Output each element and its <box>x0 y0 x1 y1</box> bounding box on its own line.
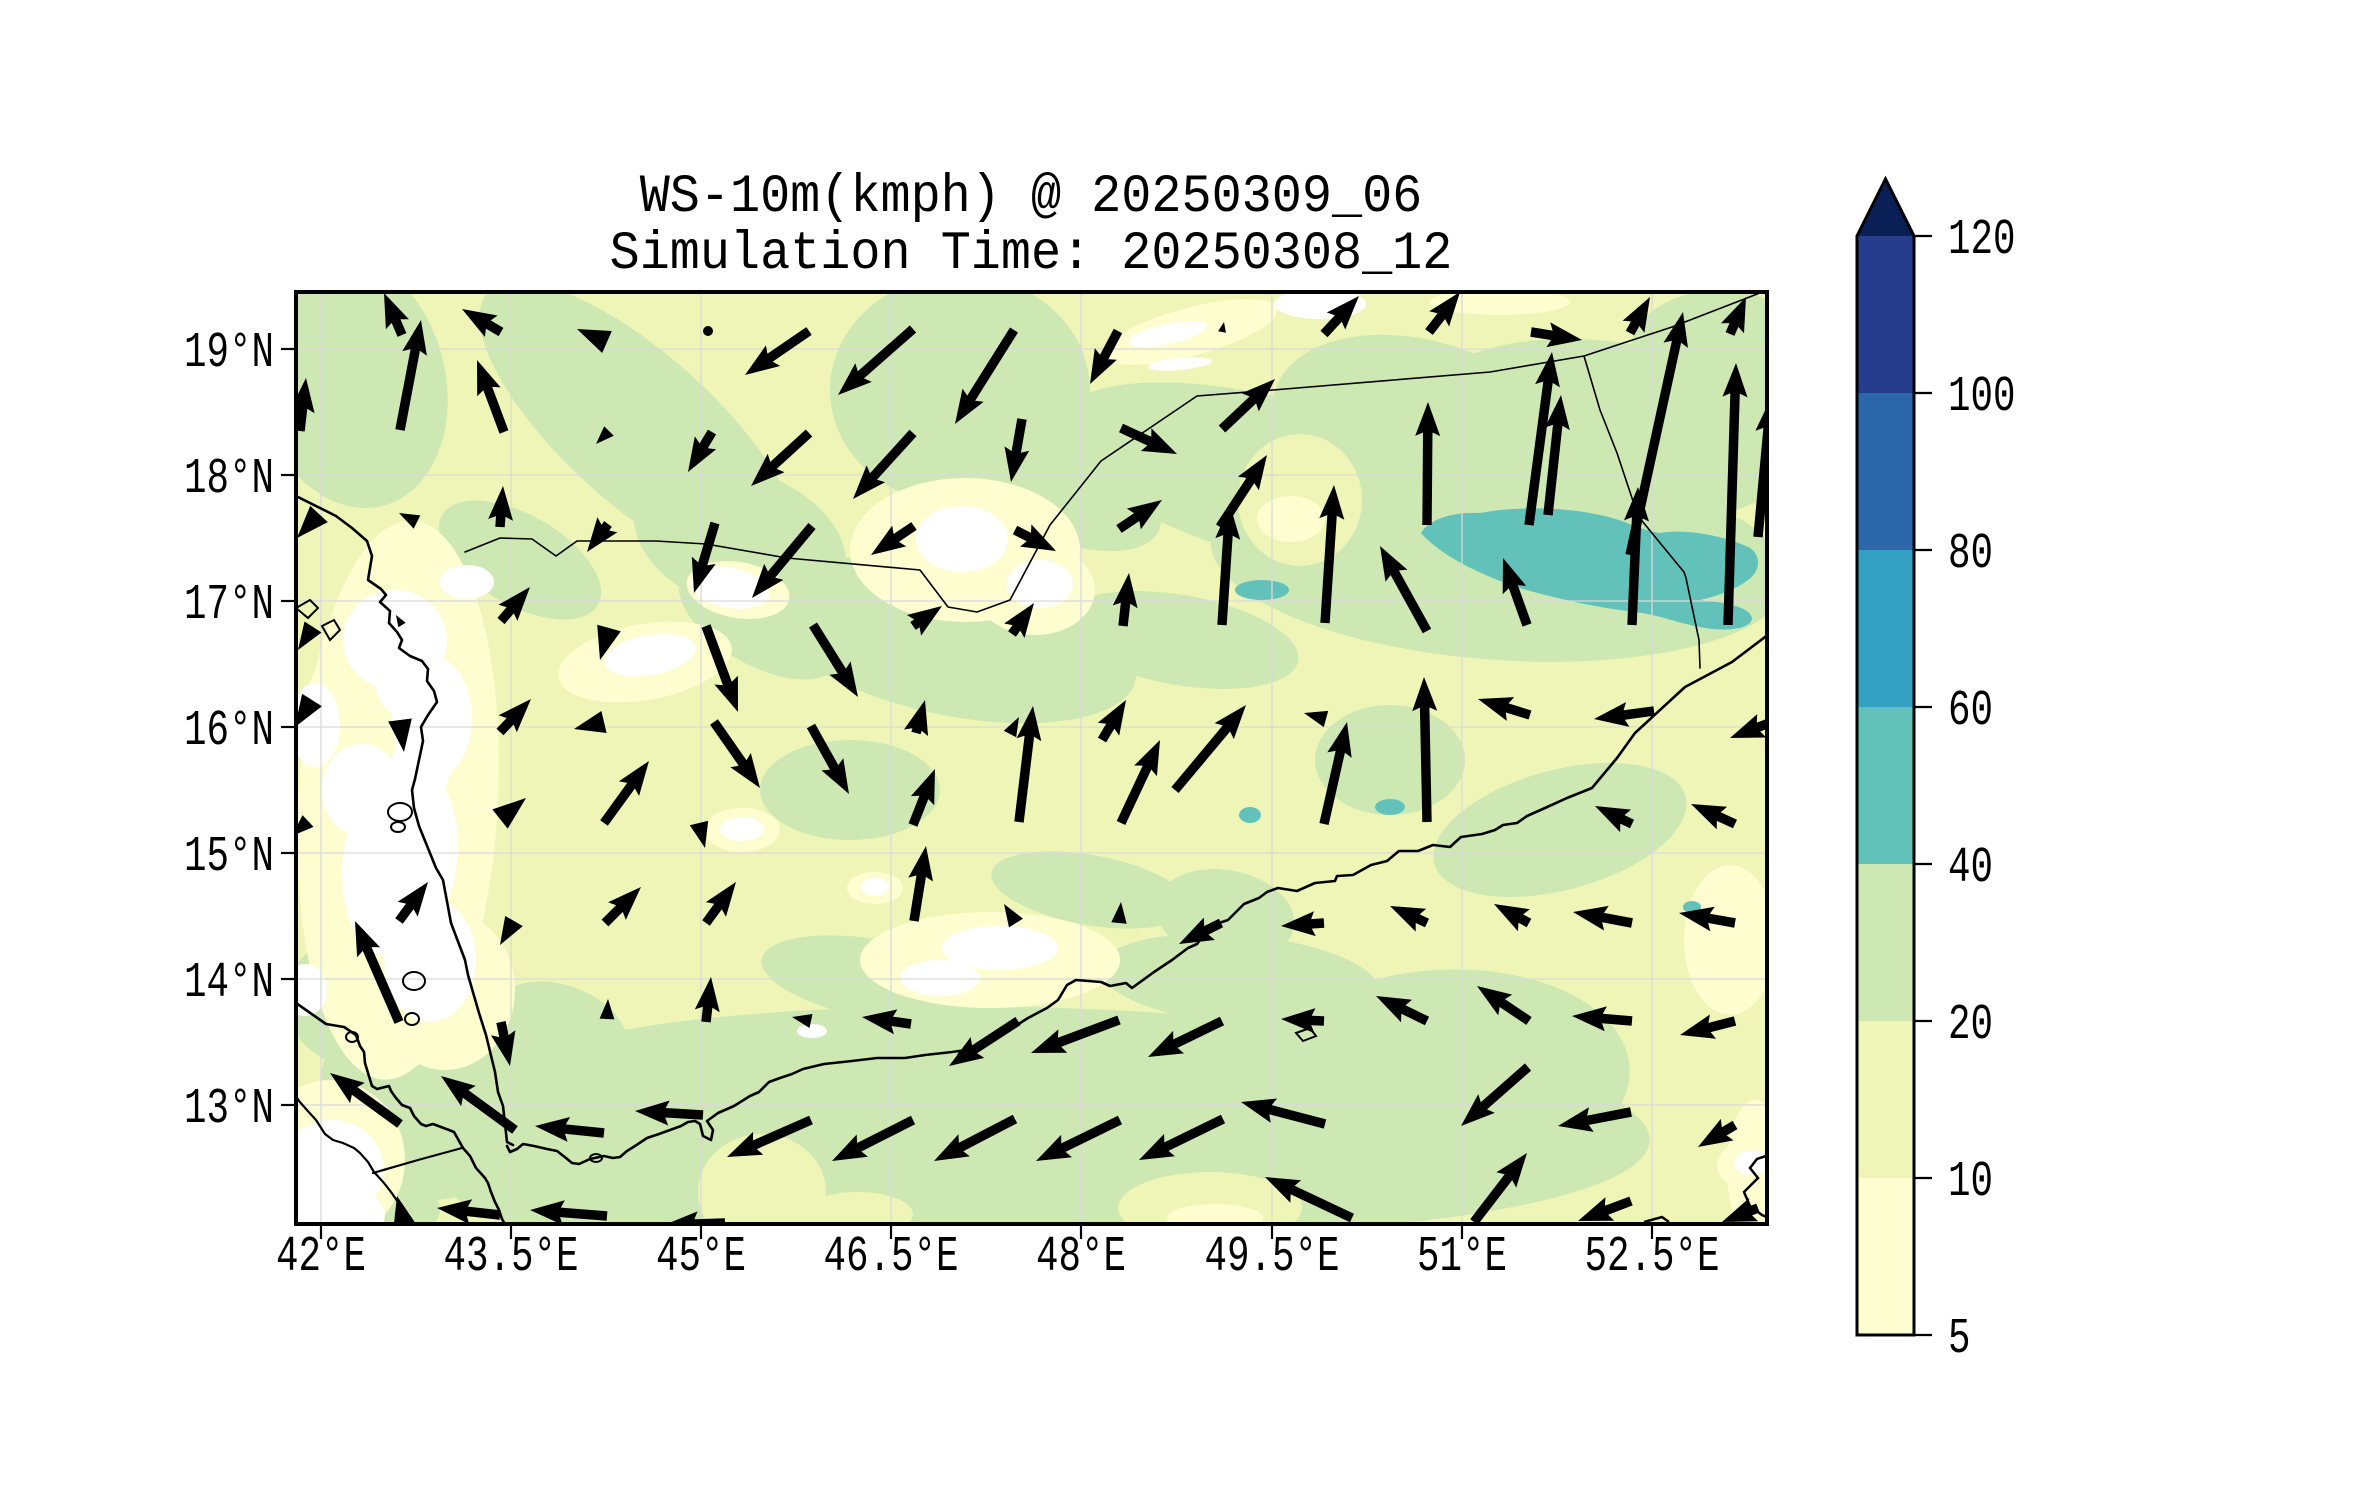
svg-text:49.5°E: 49.5°E <box>1205 1229 1340 1286</box>
svg-text:46.5°E: 46.5°E <box>824 1229 959 1286</box>
svg-text:100: 100 <box>1948 369 2016 426</box>
svg-text:120: 120 <box>1948 212 2016 269</box>
svg-text:5: 5 <box>1948 1311 1971 1368</box>
svg-text:13°N: 13°N <box>184 1081 274 1138</box>
svg-text:Simulation Time: 20250308_12: Simulation Time: 20250308_12 <box>610 224 1453 285</box>
svg-text:52.5°E: 52.5°E <box>1585 1229 1720 1286</box>
svg-text:20: 20 <box>1948 997 1993 1054</box>
svg-text:18°N: 18°N <box>184 451 274 508</box>
svg-text:10: 10 <box>1948 1154 1993 1211</box>
svg-text:14°N: 14°N <box>184 955 274 1012</box>
svg-text:15°N: 15°N <box>184 829 274 886</box>
svg-text:51°E: 51°E <box>1417 1229 1507 1286</box>
svg-text:19°N: 19°N <box>184 325 274 382</box>
svg-text:40: 40 <box>1948 840 1993 897</box>
svg-text:48°E: 48°E <box>1036 1229 1126 1286</box>
svg-text:45°E: 45°E <box>656 1229 746 1286</box>
svg-text:WS-10m(kmph) @ 20250309_06: WS-10m(kmph) @ 20250309_06 <box>640 167 1423 228</box>
svg-text:17°N: 17°N <box>184 577 274 634</box>
svg-text:42°E: 42°E <box>276 1229 366 1286</box>
svg-text:80: 80 <box>1948 526 1993 583</box>
svg-text:16°N: 16°N <box>184 703 274 760</box>
svg-text:43.5°E: 43.5°E <box>444 1229 579 1286</box>
svg-text:60: 60 <box>1948 683 1993 740</box>
